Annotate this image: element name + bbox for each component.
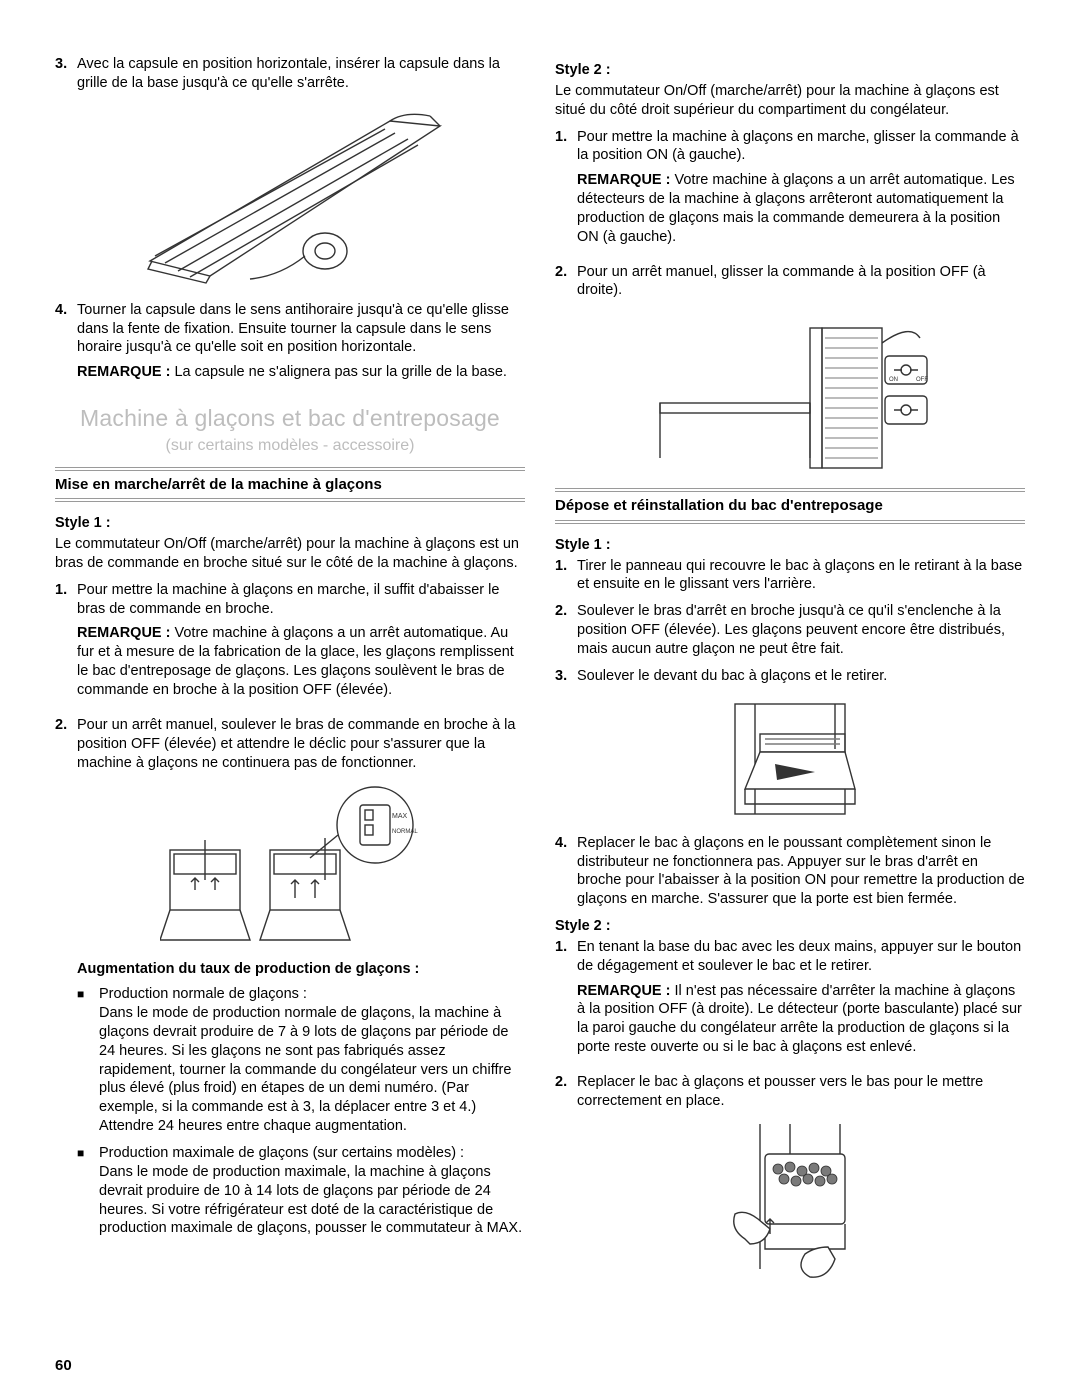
style2-label: Style 2 :	[555, 61, 1025, 80]
list-number: 1.	[555, 128, 577, 255]
remark-label: REMARQUE :	[77, 625, 170, 641]
r2-text: Pour un arrêt manuel, glisser la command…	[577, 263, 1025, 301]
list-number: 2.	[555, 602, 577, 659]
r1-remark: REMARQUE : Votre machine à glaçons a un …	[577, 171, 1025, 246]
figure-capsule-rail	[55, 101, 525, 291]
svg-text:MAX: MAX	[392, 813, 408, 820]
d-step3: 3. Soulever le devant du bac à glaçons e…	[555, 667, 1025, 686]
remark-label: REMARQUE :	[577, 983, 670, 999]
list-number: 3.	[55, 55, 77, 93]
style1-step2: 2. Pour un arrêt manuel, soulever le bra…	[55, 716, 525, 773]
bullet2-body: Dans le mode de production maximale, la …	[99, 1163, 525, 1238]
remark-label: REMARQUE :	[577, 172, 670, 188]
figure-bin-removal	[555, 694, 1025, 824]
remark-label: REMARQUE :	[77, 364, 170, 380]
prod-heading: Augmentation du taux de production de gl…	[77, 960, 525, 979]
list-number: 3.	[555, 667, 577, 686]
d-step4: 4. Replacer le bac à glaçons en le pouss…	[555, 834, 1025, 909]
page-columns: 3. Avec la capsule en position horizonta…	[55, 55, 1025, 1325]
section-subtitle: (sur certains modèles - accessoire)	[55, 436, 525, 457]
bullet-max: ■ Production maximale de glaçons (sur ce…	[55, 1144, 525, 1238]
list-number: 4.	[55, 301, 77, 390]
step-4: 4. Tourner la capsule dans le sens antih…	[55, 301, 525, 390]
list-number: 4.	[555, 834, 577, 909]
d2-text: Soulever le bras d'arrêt en broche jusqu…	[577, 602, 1025, 659]
svg-text:OFF: OFF	[916, 377, 928, 383]
style1-label: Style 1 :	[55, 514, 525, 533]
e-step2: 2. Replacer le bac à glaçons et pousser …	[555, 1073, 1025, 1111]
list-number: 1.	[555, 938, 577, 1065]
bullet-icon: ■	[77, 985, 99, 1136]
remark-text: La capsule ne s'alignera pas sur la gril…	[170, 364, 506, 380]
step-4-text: Tourner la capsule dans le sens antihora…	[77, 301, 525, 358]
d3-text: Soulever le devant du bac à glaçons et l…	[577, 667, 1025, 686]
style1-intro: Le commutateur On/Off (marche/arrêt) pou…	[55, 535, 525, 573]
svg-text:NORMAL: NORMAL	[392, 829, 418, 835]
r-step1: 1. Pour mettre la machine à glaçons en m…	[555, 128, 1025, 255]
s1-1-text: Pour mettre la machine à glaçons en marc…	[77, 581, 525, 619]
bullet1-title: Production normale de glaçons :	[99, 985, 525, 1004]
d-step1: 1. Tirer le panneau qui recouvre le bac …	[555, 557, 1025, 595]
step-4-remark: REMARQUE : La capsule ne s'alignera pas …	[77, 363, 525, 382]
list-number: 2.	[555, 1073, 577, 1111]
d-step2: 2. Soulever le bras d'arrêt en broche ju…	[555, 602, 1025, 659]
e1-text: En tenant la base du bac avec les deux m…	[577, 938, 1025, 976]
list-number: 1.	[55, 581, 77, 708]
list-number: 2.	[55, 716, 77, 773]
heading-depose: Dépose et réinstallation du bac d'entrep…	[555, 488, 1025, 524]
r-step2: 2. Pour un arrêt manuel, glisser la comm…	[555, 263, 1025, 301]
page-number: 60	[55, 1356, 72, 1376]
s1-2-text: Pour un arrêt manuel, soulever le bras d…	[77, 716, 525, 773]
section-header-block: Machine à glaçons et bac d'entreposage (…	[55, 404, 525, 502]
heading-onoff: Mise en marche/arrêt de la machine à gla…	[55, 467, 525, 503]
section-title: Machine à glaçons et bac d'entreposage	[55, 404, 525, 434]
figure-bin-replace	[555, 1119, 1025, 1289]
step-3: 3. Avec la capsule en position horizonta…	[55, 55, 525, 93]
figure-freezer-slider: ON OFF	[555, 308, 1025, 478]
d-style2-label: Style 2 :	[555, 917, 1025, 936]
list-number: 1.	[555, 557, 577, 595]
bullet-normal: ■ Production normale de glaçons : Dans l…	[55, 985, 525, 1136]
d-style1-label: Style 1 :	[555, 536, 1025, 555]
e-step1: 1. En tenant la base du bac avec les deu…	[555, 938, 1025, 1065]
e2-text: Replacer le bac à glaçons et pousser ver…	[577, 1073, 1025, 1111]
bullet-icon: ■	[77, 1144, 99, 1238]
r1-text: Pour mettre la machine à glaçons en marc…	[577, 128, 1025, 166]
style1-step1: 1. Pour mettre la machine à glaçons en m…	[55, 581, 525, 708]
d4-text: Replacer le bac à glaçons en le poussant…	[577, 834, 1025, 909]
svg-text:ON: ON	[889, 377, 898, 383]
d1-text: Tirer le panneau qui recouvre le bac à g…	[577, 557, 1025, 595]
e1-remark: REMARQUE : Il n'est pas nécessaire d'arr…	[577, 982, 1025, 1057]
s1-1-remark: REMARQUE : Votre machine à glaçons a un …	[77, 624, 525, 699]
step-3-text: Avec la capsule en position horizontale,…	[77, 55, 525, 93]
list-number: 2.	[555, 263, 577, 301]
bullet1-body: Dans le mode de production normale de gl…	[99, 1004, 525, 1136]
figure-switch-callout: MAX NORMAL	[55, 780, 525, 950]
bullet2-title: Production maximale de glaçons (sur cert…	[99, 1144, 525, 1163]
style2-intro: Le commutateur On/Off (marche/arrêt) pou…	[555, 82, 1025, 120]
